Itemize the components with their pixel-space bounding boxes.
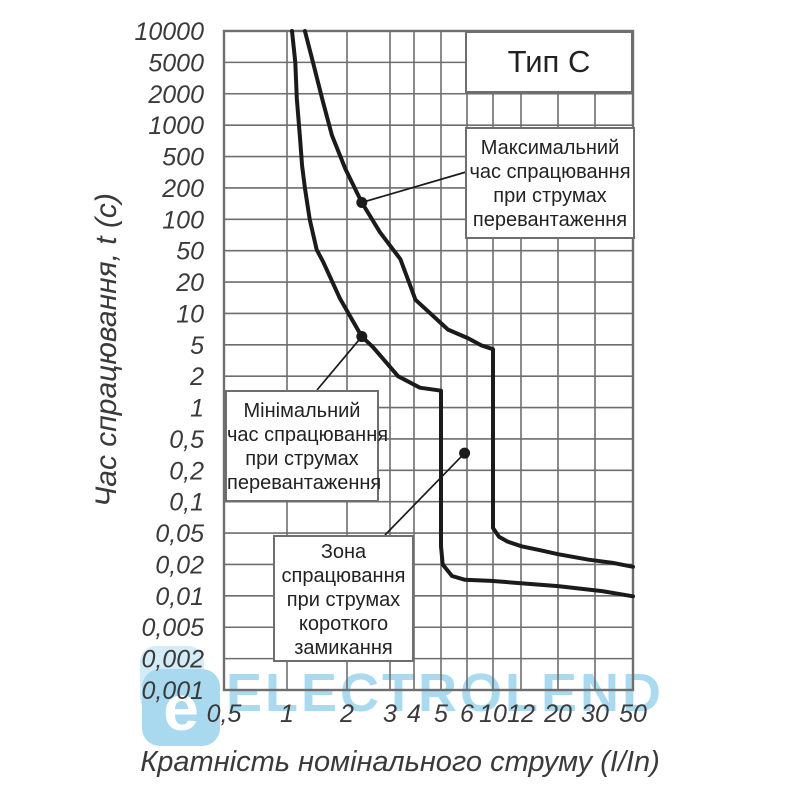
annotation-line: час спрацювання bbox=[227, 424, 389, 446]
breaker-type-label: Тип С bbox=[507, 44, 591, 79]
svg-text:2000: 2000 bbox=[147, 81, 204, 109]
annotation-min-trip-time: Мінімальний час спрацювання при струмах … bbox=[225, 390, 389, 502]
svg-text:1: 1 bbox=[280, 700, 294, 728]
svg-text:200: 200 bbox=[161, 175, 204, 203]
annotation-line: короткого bbox=[298, 613, 389, 635]
annotation-line: замикання bbox=[294, 637, 393, 659]
annotation-line: при струмах bbox=[493, 185, 607, 207]
svg-text:3: 3 bbox=[383, 700, 397, 728]
annotation-line: при струмах bbox=[245, 448, 359, 470]
annotation-short-circuit-zone: Зона спрацювання при струмах короткого з… bbox=[273, 535, 414, 662]
watermark-logo: e bbox=[142, 669, 220, 746]
annotation-line: час спрацювання bbox=[469, 161, 631, 183]
svg-text:12: 12 bbox=[507, 700, 535, 728]
svg-text:0,002: 0,002 bbox=[141, 646, 204, 674]
annotation-markers bbox=[316, 171, 471, 536]
annotation-line: спрацювання bbox=[281, 565, 406, 587]
y-axis-title: Час спрацювання, t (с) bbox=[90, 193, 123, 507]
annotation-line: Мінімальний bbox=[243, 400, 361, 422]
annotation-line: Максимальний bbox=[480, 137, 620, 159]
svg-text:0,02: 0,02 bbox=[155, 551, 204, 579]
annotation-line: при струмах bbox=[286, 589, 401, 611]
svg-text:10: 10 bbox=[479, 700, 507, 728]
annotation-line: Зона bbox=[320, 541, 367, 563]
svg-text:2: 2 bbox=[189, 363, 204, 391]
svg-text:50: 50 bbox=[619, 700, 647, 728]
svg-text:1000: 1000 bbox=[148, 112, 204, 140]
annotation-max-trip-time: Максимальний час спрацювання при струмах… bbox=[465, 127, 635, 239]
svg-text:50: 50 bbox=[176, 238, 204, 266]
svg-text:0,1: 0,1 bbox=[169, 489, 204, 517]
svg-text:1: 1 bbox=[190, 395, 204, 423]
svg-text:4: 4 bbox=[407, 700, 421, 728]
annotation-line: перевантаження bbox=[472, 209, 628, 231]
svg-text:0,2: 0,2 bbox=[169, 457, 204, 485]
svg-text:5000: 5000 bbox=[148, 49, 204, 77]
svg-text:2: 2 bbox=[339, 700, 354, 728]
svg-text:0,001: 0,001 bbox=[141, 677, 204, 705]
svg-text:20: 20 bbox=[175, 269, 204, 297]
svg-text:30: 30 bbox=[581, 700, 609, 728]
annotation-line: перевантаження bbox=[227, 472, 382, 494]
breaker-type-box: Тип С bbox=[465, 31, 633, 93]
svg-text:0,05: 0,05 bbox=[155, 520, 204, 548]
svg-text:0,5: 0,5 bbox=[207, 700, 242, 728]
tick-labels: 100005000200010005002001005020105210,50,… bbox=[134, 18, 647, 728]
watermark-text: ELECTROLEND bbox=[226, 663, 664, 723]
svg-text:10: 10 bbox=[176, 300, 204, 328]
svg-text:10000: 10000 bbox=[134, 18, 204, 46]
trip-curves bbox=[290, 29, 635, 599]
svg-text:100: 100 bbox=[162, 206, 204, 234]
svg-text:0,01: 0,01 bbox=[155, 583, 204, 611]
svg-text:5: 5 bbox=[190, 332, 204, 360]
svg-text:6: 6 bbox=[460, 700, 474, 728]
svg-text:5: 5 bbox=[434, 700, 448, 728]
svg-text:500: 500 bbox=[162, 144, 204, 172]
watermark-logo-letter: e bbox=[163, 671, 199, 744]
svg-text:0,5: 0,5 bbox=[169, 426, 204, 454]
x-axis-title: Кратність номінального струму (I/In) bbox=[140, 746, 660, 778]
svg-text:20: 20 bbox=[543, 700, 572, 728]
svg-text:0,005: 0,005 bbox=[141, 614, 204, 642]
